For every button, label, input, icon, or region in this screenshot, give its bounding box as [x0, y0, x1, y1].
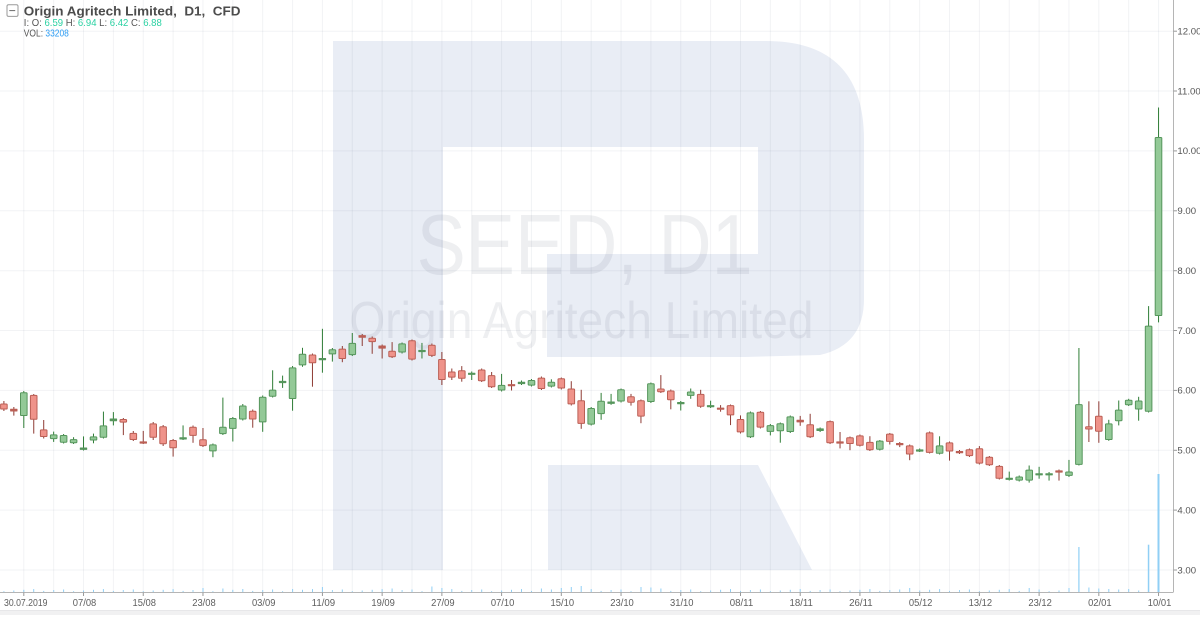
svg-text:27/09: 27/09 — [431, 598, 455, 609]
svg-text:9.00: 9.00 — [1177, 206, 1196, 217]
svg-text:11/09: 11/09 — [312, 598, 336, 609]
svg-text:5.00: 5.00 — [1177, 446, 1196, 457]
svg-text:4.00: 4.00 — [1177, 505, 1196, 516]
svg-text:23/12: 23/12 — [1028, 598, 1052, 609]
svg-text:11.00: 11.00 — [1177, 86, 1200, 97]
svg-text:05/12: 05/12 — [909, 598, 933, 609]
svg-text:30.07.2019: 30.07.2019 — [4, 598, 48, 609]
svg-text:I: O: 6.59 H: 6.94 L: 6.42 C:: I: O: 6.59 H: 6.94 L: 6.42 C: 6.88 — [24, 18, 162, 29]
svg-text:26/11: 26/11 — [849, 598, 873, 609]
svg-text:7.00: 7.00 — [1177, 326, 1196, 337]
svg-text:18/11: 18/11 — [789, 598, 813, 609]
svg-text:15/10: 15/10 — [551, 598, 575, 609]
svg-text:VOL: 33208: VOL: 33208 — [24, 28, 69, 39]
svg-text:13/12: 13/12 — [969, 598, 993, 609]
svg-text:23/08: 23/08 — [192, 598, 216, 609]
svg-text:10/01: 10/01 — [1148, 598, 1172, 609]
svg-text:3.00: 3.00 — [1177, 565, 1196, 576]
svg-text:02/01: 02/01 — [1088, 598, 1112, 609]
svg-text:31/10: 31/10 — [670, 598, 694, 609]
svg-text:8.00: 8.00 — [1177, 266, 1196, 277]
svg-text:23/10: 23/10 — [610, 598, 634, 609]
svg-text:19/09: 19/09 — [371, 598, 395, 609]
svg-text:Origin Agritech Limited, D1,: Origin Agritech Limited, D1, CFD — [24, 5, 241, 19]
svg-text:08/11: 08/11 — [730, 598, 754, 609]
svg-text:03/09: 03/09 — [252, 598, 276, 609]
svg-text:Origin Agritech Limited: Origin Agritech Limited — [349, 292, 813, 350]
svg-text:07/10: 07/10 — [491, 598, 515, 609]
svg-text:12.00: 12.00 — [1177, 27, 1200, 38]
svg-text:10.00: 10.00 — [1177, 146, 1200, 157]
svg-text:6.00: 6.00 — [1177, 386, 1196, 397]
svg-text:07/08: 07/08 — [73, 598, 97, 609]
svg-text:SEED, D1: SEED, D1 — [417, 198, 753, 293]
svg-text:15/08: 15/08 — [133, 598, 157, 609]
